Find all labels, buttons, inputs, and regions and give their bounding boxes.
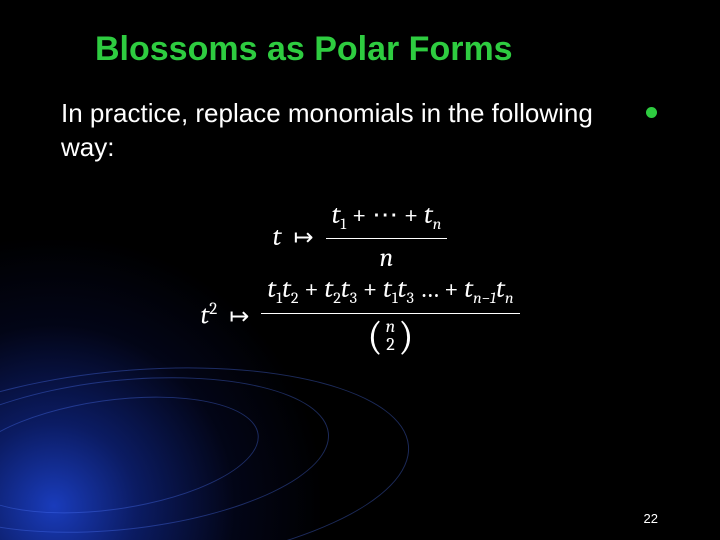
eq2-lhs: t2 bbox=[200, 300, 217, 331]
eq2-fraction: t1t2 + t2t3 + t1t3 … + tn−1tn ( n 2 ) bbox=[261, 274, 519, 357]
slide-title: Blossoms as Polar Forms bbox=[95, 30, 665, 69]
eq2-numerator: t1t2 + t2t3 + t1t3 … + tn−1tn bbox=[261, 274, 519, 314]
eq1-lhs: t bbox=[273, 222, 282, 252]
slide: Blossoms as Polar Forms In practice, rep… bbox=[0, 0, 720, 540]
binomial: ( n 2 ) bbox=[367, 318, 413, 354]
eq1-denominator: n bbox=[380, 239, 394, 274]
paren-right: ) bbox=[398, 318, 413, 354]
equation-2: t2 ↦ t1t2 + t2t3 + t1t3 … + tn−1tn ( n 2 bbox=[200, 274, 519, 357]
bullet-icon bbox=[646, 107, 657, 118]
paren-left: ( bbox=[367, 318, 382, 354]
mapsto-icon: ↦ bbox=[293, 223, 313, 251]
eq1-fraction: t1 + ⋯ + tn n bbox=[326, 200, 448, 275]
body-text: In practice, replace monomials in the fo… bbox=[55, 97, 616, 165]
eq2-denominator: ( n 2 ) bbox=[367, 314, 413, 357]
mapsto-icon: ↦ bbox=[229, 302, 249, 330]
body-row: In practice, replace monomials in the fo… bbox=[55, 97, 665, 165]
equation-1: t ↦ t1 + ⋯ + tn n bbox=[273, 200, 448, 275]
math-block: t ↦ t1 + ⋯ + tn n t2 ↦ t1t2 + t2t3 + bbox=[55, 200, 665, 357]
eq1-numerator: t1 + ⋯ + tn bbox=[326, 200, 448, 240]
page-number: 22 bbox=[644, 511, 658, 526]
